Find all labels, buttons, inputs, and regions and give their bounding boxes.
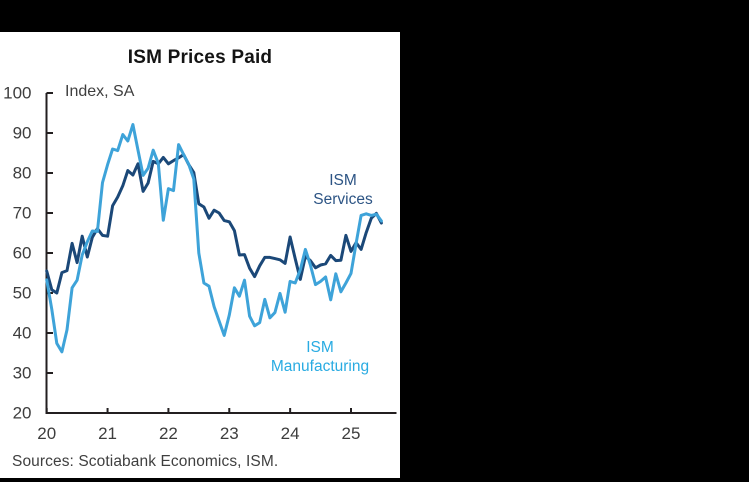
x-tick-label: 22 [159, 424, 178, 443]
series-label-ism-manufacturing: Manufacturing [271, 358, 369, 375]
x-tick-label: 21 [98, 424, 117, 443]
y-tick-label: 90 [13, 124, 32, 143]
y-tick-label: 100 [3, 84, 31, 103]
y-tick-label: 20 [13, 404, 32, 423]
axis-note: Index, SA [65, 83, 135, 100]
chart-panel: 100 90 80 70 60 50 40 30 20 20 21 22 23 24 25 Index, SA… [0, 32, 400, 478]
x-tick-label: 24 [281, 424, 300, 443]
y-tick-label: 50 [13, 284, 32, 303]
series-line-ism-services [45, 153, 383, 295]
source-note: Sources: Scotiabank Economics, ISM. [12, 453, 279, 470]
chart-svg: 100 90 80 70 60 50 40 30 20 20 21 22 23 24 25 Index, SA… [3, 83, 397, 443]
series-label-ism-services: ISM [329, 172, 357, 189]
y-tick-label: 80 [13, 164, 32, 183]
y-tick-label: 70 [13, 204, 32, 223]
x-tick-label: 20 [37, 424, 56, 443]
x-tick-label: 25 [342, 424, 361, 443]
chart-title: ISM Prices Paid [127, 47, 273, 68]
series-label-ism-services: Services [313, 191, 373, 208]
series-label-ism-manufacturing: ISM [306, 339, 334, 356]
x-tick-label: 23 [220, 424, 239, 443]
y-tick-label: 30 [13, 364, 32, 383]
series-line-ism-manufacturing [45, 123, 383, 354]
y-tick-label: 60 [13, 244, 32, 263]
y-tick-label: 40 [13, 324, 32, 343]
